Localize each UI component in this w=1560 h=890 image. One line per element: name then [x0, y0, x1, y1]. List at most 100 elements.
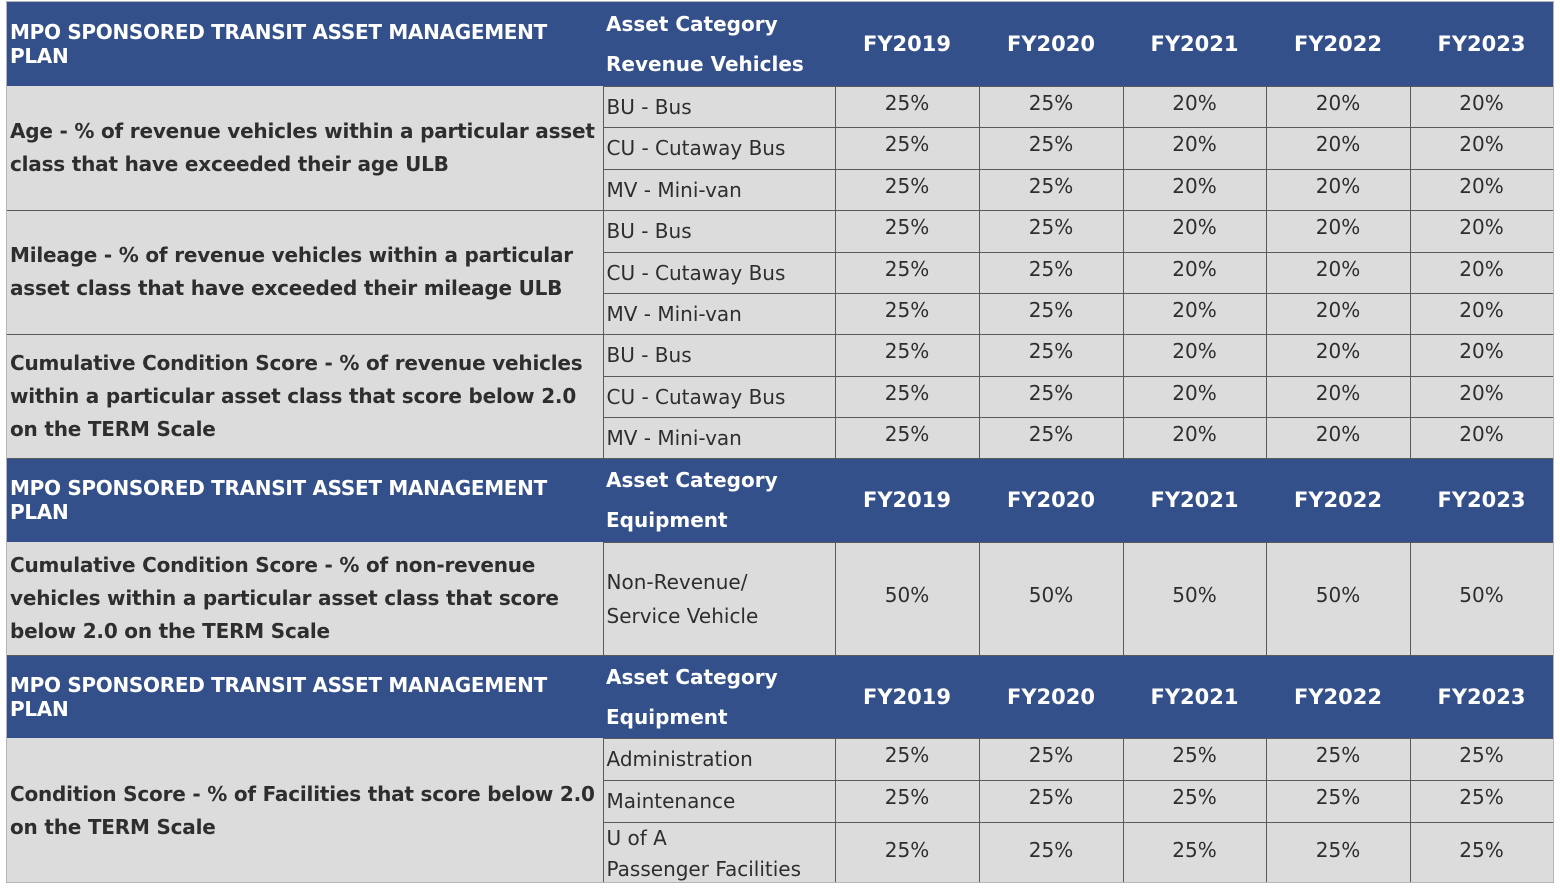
- value-cell: 20%: [1409, 168, 1553, 211]
- year-header: FY2019: [835, 2, 979, 86]
- value-cell: 25%: [978, 251, 1124, 294]
- value-cell: 20%: [1265, 292, 1411, 335]
- asset-class-label: CU - Cutaway Bus: [603, 375, 836, 418]
- value-cell: 50%: [834, 541, 980, 656]
- value-cell: 20%: [1265, 168, 1411, 211]
- value-cell: 25%: [978, 85, 1124, 128]
- value-cell: 20%: [1265, 333, 1411, 377]
- value-cell: 25%: [834, 333, 980, 377]
- value-cell: 20%: [1122, 333, 1267, 377]
- value-cell: 20%: [1265, 251, 1411, 294]
- value-cell: 20%: [1265, 375, 1411, 418]
- asset-category-label: Asset Category: [606, 11, 778, 36]
- year-header: FY2021: [1123, 655, 1266, 738]
- value-cell: 25%: [834, 737, 980, 781]
- asset-class-label: MV - Mini-van: [603, 168, 836, 211]
- year-header: FY2023: [1410, 655, 1553, 738]
- value-cell: 20%: [1409, 333, 1553, 377]
- value-cell: 25%: [1122, 737, 1267, 781]
- asset-class-label: Administration: [603, 737, 836, 781]
- value-cell: 20%: [1265, 85, 1411, 128]
- table-row: CU - Cutaway Bus 25% 25% 20% 20% 20%: [7, 251, 1553, 294]
- value-cell: 25%: [1409, 737, 1553, 781]
- section-title: MPO SPONSORED TRANSIT ASSET MANAGEMENT P…: [7, 458, 603, 542]
- value-cell: 25%: [978, 168, 1124, 211]
- table-row: Cumulative Condition Score - % of non-re…: [7, 541, 1553, 656]
- table-row: U of A Passenger Facilities 25% 25% 25% …: [7, 821, 1553, 882]
- asset-class-label: MV - Mini-van: [603, 416, 836, 459]
- value-cell: 50%: [978, 541, 1124, 656]
- value-cell: 20%: [1265, 416, 1411, 459]
- section-header: MPO SPONSORED TRANSIT ASSET MANAGEMENT P…: [7, 2, 1553, 86]
- value-cell: 25%: [834, 292, 980, 335]
- table-row: MV - Mini-van 25% 25% 20% 20% 20%: [7, 168, 1553, 211]
- year-header: FY2020: [979, 655, 1123, 738]
- value-cell: 25%: [978, 292, 1124, 335]
- value-cell: 25%: [834, 251, 980, 294]
- value-cell: 25%: [978, 737, 1124, 781]
- value-cell: 20%: [1122, 375, 1267, 418]
- metric-description: Age - % of revenue vehicles within a par…: [7, 86, 604, 211]
- asset-class-label: Maintenance: [603, 779, 836, 823]
- value-cell: 25%: [834, 779, 980, 823]
- value-cell: 25%: [978, 416, 1124, 459]
- table-row: MV - Mini-van 25% 25% 20% 20% 20%: [7, 292, 1553, 335]
- asset-category-label: Asset Category: [606, 664, 778, 689]
- table-row: MV - Mini-van 25% 25% 20% 20% 20%: [7, 416, 1553, 459]
- asset-category-name: Revenue Vehicles: [606, 51, 804, 76]
- section-header: MPO SPONSORED TRANSIT ASSET MANAGEMENT P…: [7, 458, 1553, 542]
- asset-class-label: BU - Bus: [603, 85, 836, 128]
- value-cell: 20%: [1122, 292, 1267, 335]
- asset-class-label: Non-Revenue/ Service Vehicle: [603, 541, 836, 656]
- value-cell: 50%: [1265, 541, 1411, 656]
- table-row: Mileage - % of revenue vehicles within a…: [7, 209, 1553, 335]
- value-cell: 25%: [834, 85, 980, 128]
- value-cell: 50%: [1409, 541, 1553, 656]
- value-cell: 25%: [1409, 821, 1553, 882]
- value-cell: 25%: [834, 209, 980, 253]
- table-row: Age - % of revenue vehicles within a par…: [7, 85, 1553, 211]
- section-header: MPO SPONSORED TRANSIT ASSET MANAGEMENT P…: [7, 655, 1553, 738]
- value-cell: 25%: [978, 126, 1124, 170]
- metric-description: Mileage - % of revenue vehicles within a…: [7, 210, 604, 335]
- value-cell: 25%: [834, 168, 980, 211]
- year-header: FY2023: [1410, 458, 1553, 542]
- year-header: FY2023: [1410, 2, 1553, 86]
- table-row: CU - Cutaway Bus 25% 25% 20% 20% 20%: [7, 375, 1553, 418]
- value-cell: 25%: [834, 375, 980, 418]
- value-cell: 20%: [1122, 251, 1267, 294]
- value-cell: 25%: [1265, 779, 1411, 823]
- tam-plan-table: MPO SPONSORED TRANSIT ASSET MANAGEMENT P…: [7, 2, 1553, 882]
- value-cell: 20%: [1122, 126, 1267, 170]
- value-cell: 20%: [1409, 209, 1553, 253]
- year-header: FY2022: [1266, 458, 1410, 542]
- asset-category-name: Equipment: [606, 508, 728, 532]
- value-cell: 20%: [1122, 209, 1267, 253]
- metric-description: Condition Score - % of Facilities that s…: [7, 738, 604, 882]
- value-cell: 20%: [1409, 416, 1553, 459]
- asset-category-name: Equipment: [606, 704, 728, 729]
- metric-description: Cumulative Condition Score - % of non-re…: [7, 542, 604, 656]
- asset-category-cell: Asset Category Equipment: [603, 458, 835, 542]
- table-row: Maintenance 25% 25% 25% 25% 25%: [7, 779, 1553, 823]
- value-cell: 20%: [1265, 126, 1411, 170]
- table-row: Condition Score - % of Facilities that s…: [7, 737, 1553, 882]
- asset-category-cell: Asset Category Equipment: [603, 655, 835, 738]
- value-cell: 20%: [1409, 251, 1553, 294]
- year-header: FY2022: [1266, 2, 1410, 86]
- value-cell: 25%: [1409, 779, 1553, 823]
- value-cell: 25%: [1122, 779, 1267, 823]
- section-title: MPO SPONSORED TRANSIT ASSET MANAGEMENT P…: [7, 655, 603, 738]
- asset-class-label: BU - Bus: [603, 333, 836, 377]
- value-cell: 50%: [1122, 541, 1267, 656]
- tam-plan-table-frame: MPO SPONSORED TRANSIT ASSET MANAGEMENT P…: [6, 1, 1554, 883]
- table-row: CU - Cutaway Bus 25% 25% 20% 20% 20%: [7, 126, 1553, 170]
- metric-description: Cumulative Condition Score - % of revenu…: [7, 334, 604, 459]
- value-cell: 25%: [978, 375, 1124, 418]
- year-header: FY2022: [1266, 655, 1410, 738]
- year-header: FY2019: [835, 458, 979, 542]
- asset-class-label: U of A Passenger Facilities: [603, 821, 836, 882]
- value-cell: 25%: [1122, 821, 1267, 882]
- year-header: FY2019: [835, 655, 979, 738]
- value-cell: 20%: [1122, 416, 1267, 459]
